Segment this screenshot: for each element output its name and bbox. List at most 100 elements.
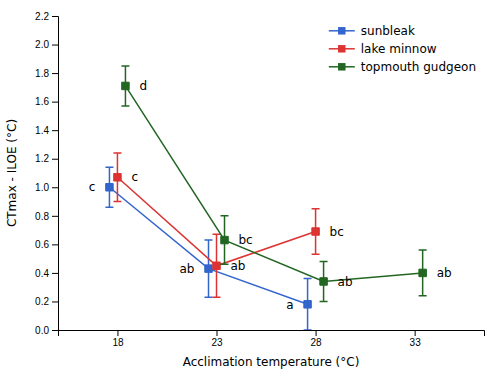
y-tick-label: 0.6 <box>35 239 49 250</box>
y-tick: 1.8 <box>35 68 58 79</box>
series <box>121 66 426 302</box>
x-tick-mark <box>117 330 118 336</box>
y-tick-label: 0.2 <box>35 296 49 307</box>
x-tick: 28 <box>311 330 323 348</box>
y-tick-mark <box>52 244 58 245</box>
legend-label: sunbleak <box>361 24 415 38</box>
y-tick-mark <box>52 216 58 217</box>
x-axis-line <box>59 331 485 337</box>
point-label: ab <box>231 259 246 273</box>
point <box>304 301 311 308</box>
x-tick: 18 <box>112 330 124 348</box>
x-tick-label: 33 <box>410 337 422 348</box>
error-bar <box>320 261 328 301</box>
y-tick-mark <box>52 73 58 74</box>
error-bar <box>304 279 312 330</box>
y-tick: 0.2 <box>35 296 58 307</box>
y-tick-mark <box>52 102 58 103</box>
y-tick: 2.0 <box>35 39 58 50</box>
series <box>113 153 319 297</box>
legend-marker <box>338 63 345 70</box>
y-tick: 0.8 <box>35 211 58 222</box>
point <box>122 82 129 89</box>
y-tick-label: 0.0 <box>35 325 49 336</box>
error-bar <box>213 234 221 297</box>
point-label: ab <box>437 266 452 280</box>
y-tick-mark <box>52 159 58 160</box>
legend-item: sunbleak <box>329 24 415 38</box>
y-tick: 1.4 <box>35 125 58 136</box>
y-tick: 0.0 <box>35 325 58 336</box>
legend-marker <box>338 45 345 52</box>
y-tick-mark <box>52 45 58 46</box>
y-tick: 1.0 <box>35 182 58 193</box>
error-bar <box>105 167 113 207</box>
point-label: ab <box>180 262 195 276</box>
y-tick-label: 1.8 <box>35 68 49 79</box>
x-tick-label: 18 <box>112 337 124 348</box>
y-tick-label: 1.6 <box>35 96 49 107</box>
y-tick-label: 2.0 <box>35 39 49 50</box>
y-tick-label: 1.2 <box>35 153 49 164</box>
legend: sunbleak lake minnow topmouth gudgeon <box>329 24 476 74</box>
x-tick: 23 <box>211 330 223 348</box>
y-axis-line <box>52 17 59 331</box>
x-tick-label: 23 <box>211 337 223 348</box>
y-tick-label: 0.4 <box>35 268 49 279</box>
legend-label: topmouth gudgeon <box>361 60 476 74</box>
point-label: c <box>89 180 96 194</box>
point-label: ab <box>338 275 353 289</box>
y-tick-label: 1.0 <box>35 182 49 193</box>
plot-area <box>105 66 426 330</box>
y-tick: 2.2 <box>35 11 58 22</box>
y-tick-mark <box>52 187 58 188</box>
y-tick-mark <box>52 273 58 274</box>
error-bar <box>121 66 129 106</box>
point <box>419 269 426 276</box>
error-bar <box>221 216 229 265</box>
series <box>105 167 311 330</box>
point-label: d <box>139 79 147 93</box>
y-tick-label: 1.4 <box>35 125 49 136</box>
y-tick-mark <box>52 330 58 331</box>
y-tick-mark <box>52 16 58 17</box>
legend-label: lake minnow <box>361 42 437 56</box>
x-axis-title: Acclimation temperature (°C) <box>183 355 360 369</box>
x-tick-mark <box>217 330 218 336</box>
chart: 18 23 28 33 0.0 0.2 0.4 0.6 0.8 1.0 1.2 1.4 1.6 1.8 2.… <box>0 0 500 376</box>
point-labels: cabacabbcdbcabab <box>89 79 452 311</box>
y-tick-label: 0.8 <box>35 211 49 222</box>
x-tick-label: 28 <box>311 337 323 348</box>
y-tick-label: 2.2 <box>35 11 49 22</box>
x-tick: 33 <box>410 330 422 348</box>
point <box>205 265 212 272</box>
y-axis: 0.0 0.2 0.4 0.6 0.8 1.0 1.2 1.4 1.6 1.8 2.0 2.2 <box>35 11 58 336</box>
legend-marker <box>338 27 345 34</box>
error-bar <box>419 250 427 296</box>
point <box>213 262 220 269</box>
error-bar <box>113 153 121 202</box>
x-tick-mark <box>415 330 416 336</box>
point-label: bc <box>330 225 344 239</box>
y-tick: 1.6 <box>35 96 58 107</box>
point <box>320 278 327 285</box>
y-axis-title: CTmax - ILOE (°C) <box>5 119 19 227</box>
point <box>312 228 319 235</box>
y-tick: 0.6 <box>35 239 58 250</box>
point <box>221 236 228 243</box>
point-label: bc <box>239 233 253 247</box>
legend-item: topmouth gudgeon <box>329 60 476 74</box>
y-tick-mark <box>52 130 58 131</box>
point <box>106 184 113 191</box>
series-line <box>125 86 422 282</box>
y-tick: 0.4 <box>35 268 58 279</box>
x-tick-mark <box>316 330 317 336</box>
y-tick-mark <box>52 301 58 302</box>
point-label: a <box>286 298 293 312</box>
legend-item: lake minnow <box>329 42 437 56</box>
series-line <box>109 187 307 304</box>
error-bar <box>312 209 320 255</box>
x-axis: 18 23 28 33 <box>59 330 485 348</box>
point <box>114 174 121 181</box>
error-bar <box>205 240 213 297</box>
